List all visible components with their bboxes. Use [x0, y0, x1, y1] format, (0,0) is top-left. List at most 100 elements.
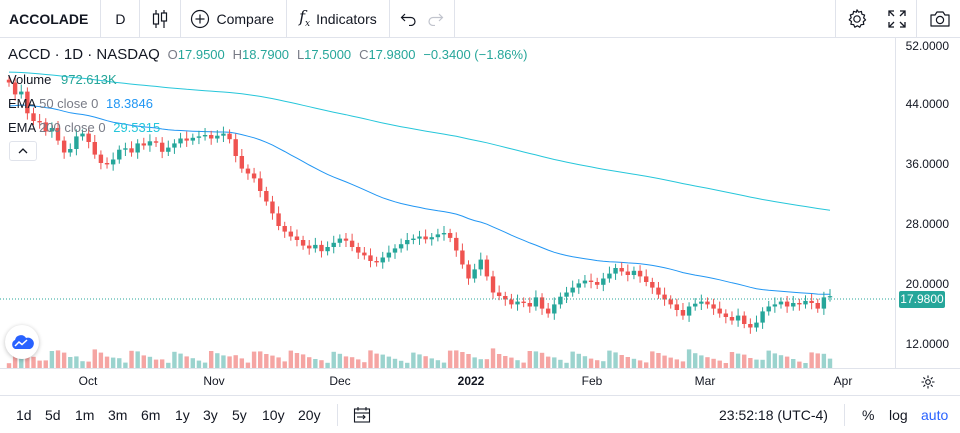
candle: [417, 236, 422, 239]
candle: [25, 91, 30, 114]
chart-type-button[interactable]: [140, 0, 182, 38]
candle: [184, 138, 189, 141]
range-10y[interactable]: 10y: [262, 407, 285, 423]
fullscreen-icon: [888, 10, 906, 28]
range-1d[interactable]: 1d: [16, 407, 32, 423]
candle: [742, 315, 747, 324]
candle: [705, 301, 710, 305]
candle: [447, 233, 453, 238]
divider: [844, 404, 845, 426]
collapse-legend-button[interactable]: [9, 141, 37, 161]
volume-bar: [208, 351, 214, 368]
volume-bar: [509, 357, 514, 368]
volume-bar: [405, 362, 410, 368]
candle: [331, 242, 336, 247]
volume-bar: [735, 353, 741, 368]
close-value: 17.9800: [368, 47, 416, 62]
range-1y[interactable]: 1y: [175, 407, 190, 423]
volume-bar: [527, 351, 532, 368]
indicator-name: EMA: [8, 120, 36, 135]
candle: [300, 240, 306, 246]
indicators-button[interactable]: fx Indicators: [287, 0, 390, 38]
interval-button[interactable]: D: [101, 0, 141, 38]
candle: [496, 292, 502, 296]
candle: [31, 113, 36, 121]
volume-indicator-legend[interactable]: Volume 972.613K: [8, 72, 117, 87]
candle: [313, 244, 318, 249]
ema50-indicator-legend[interactable]: EMA 50 close 0 18.3846: [8, 96, 153, 111]
candle: [129, 148, 134, 153]
range-3m[interactable]: 3m: [108, 407, 128, 423]
range-6m[interactable]: 6m: [141, 407, 161, 423]
candle: [601, 278, 606, 285]
compare-button[interactable]: Compare: [181, 0, 288, 38]
candle: [166, 147, 171, 152]
axis-settings-icon[interactable]: [920, 374, 936, 390]
volume-bar: [723, 363, 729, 368]
time-axis[interactable]: Oct Nov Dec 2022 Feb Mar Apr: [0, 368, 960, 395]
volume-bar: [276, 357, 281, 368]
range-5d[interactable]: 5d: [45, 407, 61, 423]
snapshot-button[interactable]: [916, 0, 960, 38]
candle: [815, 303, 820, 309]
candle: [190, 137, 196, 141]
settings-button[interactable]: [835, 0, 878, 38]
candle: [558, 296, 563, 305]
fullscreen-button[interactable]: [878, 0, 916, 38]
candle: [521, 301, 526, 303]
ema200-indicator-legend[interactable]: EMA 200 close 0 29.5315: [8, 120, 160, 135]
tradingview-logo[interactable]: [5, 325, 39, 359]
volume-bar: [6, 363, 12, 368]
volume-bar: [264, 354, 269, 368]
volume-bar: [423, 356, 428, 368]
close-label: C: [359, 47, 369, 62]
candle: [717, 308, 722, 314]
undo-icon[interactable]: [400, 12, 418, 26]
volume-bar: [239, 358, 245, 368]
volume-bar: [362, 362, 367, 368]
range-1m[interactable]: 1m: [75, 407, 95, 423]
price-axis[interactable]: 52.0000 44.0000 36.0000 28.0000 20.0000 …: [895, 38, 960, 368]
candle: [398, 244, 404, 249]
candle: [637, 270, 643, 277]
candle: [319, 244, 324, 252]
volume-bar: [582, 356, 588, 368]
date-range-icon[interactable]: [353, 406, 371, 424]
symbol-search-button[interactable]: ACCOLADE: [0, 0, 102, 38]
volume-bar: [515, 360, 520, 368]
auto-scale-button[interactable]: auto: [921, 407, 949, 423]
volume-bar: [809, 352, 814, 368]
camera-icon: [930, 11, 950, 27]
redo-icon[interactable]: [426, 12, 444, 26]
candle: [686, 306, 692, 316]
volume-bar: [368, 350, 373, 368]
candle: [711, 304, 716, 309]
volume-bar: [55, 350, 61, 368]
price-chart[interactable]: [0, 38, 895, 368]
candle: [545, 308, 551, 314]
candle: [233, 139, 238, 156]
right-tools: [835, 0, 960, 38]
candle: [135, 143, 140, 153]
range-5y[interactable]: 5y: [232, 407, 247, 423]
range-3y[interactable]: 3y: [203, 407, 218, 423]
candles: [6, 75, 833, 334]
candle: [760, 311, 765, 323]
candle: [668, 299, 673, 305]
y-tick: 28.0000: [905, 217, 949, 231]
candle: [239, 156, 245, 169]
candle: [147, 141, 153, 146]
range-20y[interactable]: 20y: [298, 407, 321, 423]
volume-bar: [429, 358, 434, 368]
volume-bar: [202, 362, 208, 368]
percent-scale-button[interactable]: %: [862, 407, 875, 423]
candle: [582, 280, 588, 284]
volume-bar: [356, 359, 361, 368]
log-scale-button[interactable]: log: [889, 407, 908, 423]
ema-200-line: [8, 71, 831, 211]
open-label: O: [167, 47, 178, 62]
volume-bar: [141, 355, 146, 368]
volume-bar: [686, 349, 692, 368]
clock[interactable]: 23:52:18 (UTC-4): [719, 407, 828, 423]
volume-bar: [478, 359, 483, 368]
